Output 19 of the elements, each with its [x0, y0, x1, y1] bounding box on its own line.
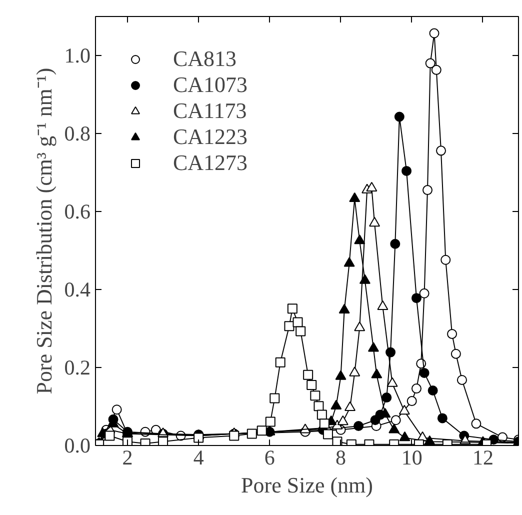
x-tick-label: 6 — [264, 446, 275, 470]
legend-label: CA1273 — [173, 150, 248, 176]
x-tick-label: 2 — [122, 446, 133, 470]
legend-label: CA813 — [173, 46, 237, 72]
y-tick-label: 0.6 — [64, 200, 90, 224]
legend-label: CA1173 — [173, 98, 247, 124]
x-tick-label: 10 — [401, 446, 422, 470]
legend-label: CA1223 — [173, 124, 248, 150]
y-tick-label: 0.2 — [64, 356, 90, 380]
x-tick-label: 12 — [472, 446, 494, 470]
y-tick-label: 0.4 — [64, 278, 91, 302]
x-axis-title: Pore Size (nm) — [241, 472, 373, 498]
y-axis-title: Pore Size Distribution (cm³ g⁻¹ nm⁻¹) — [31, 68, 56, 394]
legend-label: CA1073 — [173, 72, 248, 98]
y-tick-label: 0.8 — [64, 122, 90, 146]
x-tick-label: 4 — [193, 446, 204, 470]
y-tick-label: 1.0 — [64, 44, 90, 68]
y-tick-label: 0.0 — [64, 434, 90, 458]
x-tick-label: 8 — [336, 446, 346, 470]
